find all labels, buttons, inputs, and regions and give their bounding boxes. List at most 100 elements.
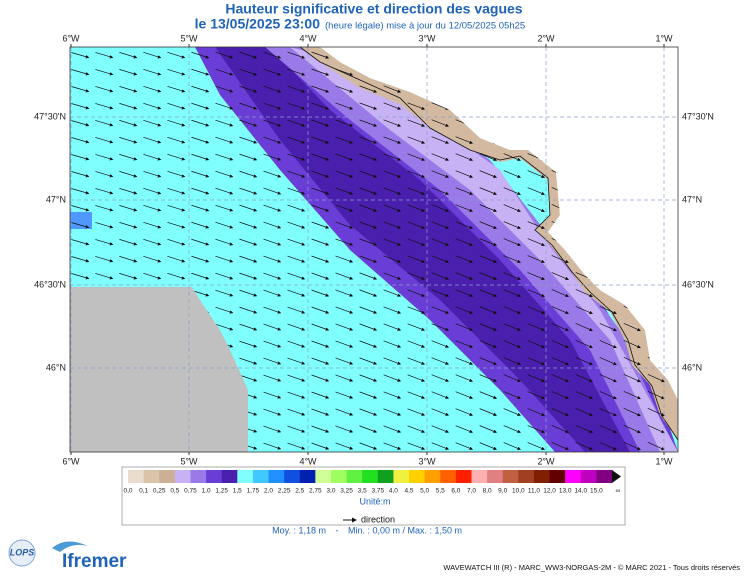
direction-arrow [287,289,306,297]
direction-arrow [599,340,617,349]
direction-arrow [311,442,330,450]
color-class [330,470,347,483]
direction-arrow [431,119,450,127]
direction-arrow [623,391,641,400]
direction-arrow [239,306,258,314]
direction-arrow [239,187,258,195]
direction-arrow [383,272,402,280]
direction-arrow [503,289,521,297]
direction-arrow [527,425,545,434]
direction-arrow [167,136,186,144]
direction-arrow [311,272,330,280]
direction-arrow [359,374,378,382]
direction-arrow [575,442,593,451]
colorbar-label: 0,25 [153,488,166,495]
direction-arrow [407,204,426,212]
colorbar-label: 1,25 [215,488,228,495]
direction-arrow [503,170,521,178]
direction-arrow [551,289,569,298]
direction-arrow [311,255,330,263]
direction-arrow [215,119,234,127]
direction-arrow [71,103,90,110]
color-class [190,470,207,483]
direction-arrow [455,323,474,331]
direction-arrow [623,442,641,451]
direction-arrow [359,442,378,450]
direction-arrow [479,289,497,297]
direction-arrow [455,340,474,348]
direction-arrow [263,391,282,399]
direction-arrow [287,204,306,212]
direction-arrow [287,221,306,229]
direction-arrow [119,188,138,195]
direction-arrow [191,136,210,144]
direction-arrow [71,137,90,144]
direction-arrow [527,391,545,400]
direction-arrow [407,391,426,399]
direction-arrow [479,374,497,382]
direction-arrow [431,442,450,450]
direction-arrow [287,85,306,93]
direction-arrow [287,68,306,76]
direction-arrow [527,289,545,298]
color-class [128,470,144,483]
direction-arrow [407,136,426,144]
direction-arrow [215,102,234,110]
colorbar-label: 3,75 [371,488,384,495]
direction-arrow [263,306,282,314]
direction-arrow [431,221,450,229]
lon-label: 2°W [537,456,555,466]
direction-arrow [239,221,258,229]
direction-arrow [239,136,258,144]
direction-arrow [359,340,378,348]
direction-arrow [551,408,569,417]
direction-arrow [167,51,186,59]
direction-arrow [95,120,114,127]
direction-arrow [479,357,497,365]
direction-arrow [551,255,569,264]
direction-arrow [383,391,402,399]
direction-arrow [407,272,426,280]
direction-arrow [119,154,138,161]
direction-arrow [599,374,617,383]
colorbar-label: 5,5 [436,488,445,495]
direction-arrow [479,255,497,263]
direction-arrow [239,153,258,161]
direction-arrow [239,357,258,365]
direction-arrow [527,272,545,281]
direction-arrow [263,340,282,348]
color-class [206,470,222,483]
direction-arrow [383,323,402,331]
direction-arrow [455,391,474,399]
direction-arrow [143,52,162,59]
direction-arrow [311,170,330,178]
direction-arrow [503,340,521,348]
direction-arrow [503,153,521,161]
direction-arrow [599,391,617,400]
direction-arrow [239,68,258,76]
direction-arrow [95,256,114,263]
direction-arrow [71,52,90,59]
direction-arrow [335,340,354,348]
direction-arrow [263,68,282,76]
direction-arrow [503,238,521,246]
direction-arrow [143,188,162,195]
direction-arrow [215,204,234,212]
direction-arrow [215,289,234,297]
direction-arrow [455,238,474,246]
direction-arrow [119,171,138,178]
direction-arrow [383,289,402,297]
direction-arrow [575,306,593,315]
direction-arrow [551,340,569,349]
direction-arrow [431,170,450,178]
title: Hauteur significative et direction des v… [225,1,522,17]
direction-arrow [527,255,545,264]
lon-label: 1°W [655,33,673,43]
direction-arrow [455,272,474,280]
direction-arrow [527,187,545,196]
direction-arrow [647,390,665,400]
direction-arrow [431,374,450,382]
date: le 13/05/2025 23:00 [195,16,321,32]
colorbar-label: 3,0 [326,488,335,495]
